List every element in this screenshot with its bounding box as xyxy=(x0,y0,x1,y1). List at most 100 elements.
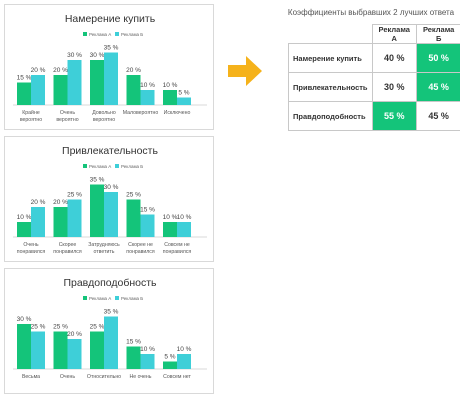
data-label: 25 % xyxy=(53,324,68,331)
bar xyxy=(163,90,177,105)
table-row: Правдоподобность 55 % 45 % xyxy=(288,101,460,131)
legend-label: Реклама А xyxy=(89,164,111,169)
category-label: Исключено xyxy=(164,110,191,116)
table-cell: 45 % xyxy=(415,72,460,102)
data-label: 5 % xyxy=(178,90,189,97)
data-label: 35 % xyxy=(90,177,105,184)
legend-label: Реклама А xyxy=(89,32,111,37)
bar xyxy=(90,184,104,237)
bar xyxy=(31,331,45,369)
legend-label: Реклама А xyxy=(89,296,111,301)
category-label: понравился xyxy=(53,249,82,255)
summary-table: Реклама А Реклама Б Намерение купить 40 … xyxy=(288,24,460,131)
data-label: 25 % xyxy=(90,324,105,331)
data-label: 5 % xyxy=(164,354,175,361)
bar xyxy=(67,339,82,369)
data-label: 10 % xyxy=(163,82,178,89)
chart-title: Привлекательность xyxy=(62,145,158,157)
table-cell: 50 % xyxy=(415,43,460,73)
category-label: Совсем нет xyxy=(163,374,191,380)
bar xyxy=(31,207,45,237)
column-header-ad-a: Реклама А xyxy=(371,24,417,44)
right-arrow-icon xyxy=(228,56,262,86)
bar xyxy=(90,331,104,369)
category-label: вероятно xyxy=(56,117,78,123)
bar xyxy=(53,331,68,369)
legend-swatch xyxy=(83,32,87,36)
data-label: 15 % xyxy=(140,207,155,214)
table-cell: 40 % xyxy=(371,43,417,73)
table-cell: 55 % xyxy=(371,101,417,131)
category-label: Маловероятно xyxy=(123,110,159,116)
data-label: 20 % xyxy=(53,67,68,74)
data-label: 10 % xyxy=(140,82,155,89)
bar xyxy=(163,361,177,369)
bar xyxy=(17,222,31,237)
data-label: 20 % xyxy=(53,199,68,206)
data-label: 30 % xyxy=(104,184,119,191)
bar xyxy=(177,222,191,237)
bar xyxy=(90,60,104,105)
category-label: вероятно xyxy=(20,117,42,123)
bar xyxy=(177,97,191,105)
legend-label: Реклама Б xyxy=(121,32,143,37)
bar xyxy=(140,90,155,105)
legend-swatch xyxy=(115,164,119,168)
category-label: Относительно xyxy=(87,374,121,380)
bar xyxy=(17,82,31,105)
category-label: Весьма xyxy=(22,374,40,380)
bar xyxy=(163,222,177,237)
bar xyxy=(177,354,191,369)
chart-attractiveness: Привлекательность Реклама А Реклама Б 10 % 2… xyxy=(13,145,207,255)
category-label: понравился xyxy=(126,249,155,255)
bar xyxy=(53,207,68,237)
bar xyxy=(53,75,68,105)
bar xyxy=(126,346,141,369)
table-row: Намерение купить 40 % 50 % xyxy=(288,43,460,73)
data-label: 15 % xyxy=(126,339,141,346)
data-label: 20 % xyxy=(126,67,141,74)
data-label: 30 % xyxy=(90,52,105,59)
category-label: вероятно xyxy=(93,117,115,123)
bar xyxy=(140,214,155,237)
category-label: ответить xyxy=(94,249,115,255)
bar xyxy=(104,316,118,369)
legend-swatch xyxy=(115,296,119,300)
data-label: 35 % xyxy=(104,309,119,316)
legend-swatch xyxy=(83,164,87,168)
legend-label: Реклама Б xyxy=(121,296,143,301)
data-label: 20 % xyxy=(67,331,82,338)
row-label: Привлекательность xyxy=(288,72,373,102)
data-label: 20 % xyxy=(31,199,46,206)
table-title: Коэффициенты выбравших 2 лучших ответа xyxy=(287,8,455,17)
chart-panel-intent: Намерение купить Реклама А Реклама Б 15 % 20… xyxy=(4,4,214,130)
data-label: 20 % xyxy=(31,67,46,74)
category-label: понравился xyxy=(163,249,192,255)
category-label: понравился xyxy=(17,249,46,255)
bar xyxy=(104,52,118,105)
bar xyxy=(67,60,82,105)
chart-title: Правдоподобность xyxy=(63,277,157,289)
row-label: Намерение купить xyxy=(288,43,373,73)
data-label: 10 % xyxy=(163,214,178,221)
data-label: 25 % xyxy=(67,192,82,199)
chart-panel-credibility: Правдоподобность Реклама А Реклама Б 30 % 25… xyxy=(4,268,214,394)
data-label: 10 % xyxy=(140,346,155,353)
category-label: Скорее не xyxy=(128,242,153,248)
category-label: Затрудняюсь xyxy=(88,242,120,248)
bar xyxy=(126,75,141,105)
category-label: Крайне xyxy=(22,109,40,116)
category-label: Очень xyxy=(23,242,38,248)
bar xyxy=(31,75,45,105)
chart-panel-attractiveness: Привлекательность Реклама А Реклама Б 10 % 2… xyxy=(4,136,214,262)
data-label: 10 % xyxy=(177,346,192,353)
legend-swatch xyxy=(115,32,119,36)
category-label: Не очень xyxy=(130,374,152,380)
data-label: 10 % xyxy=(17,214,32,221)
data-label: 25 % xyxy=(126,192,141,199)
bar xyxy=(67,199,82,237)
data-label: 25 % xyxy=(31,324,46,331)
bar xyxy=(17,324,31,369)
